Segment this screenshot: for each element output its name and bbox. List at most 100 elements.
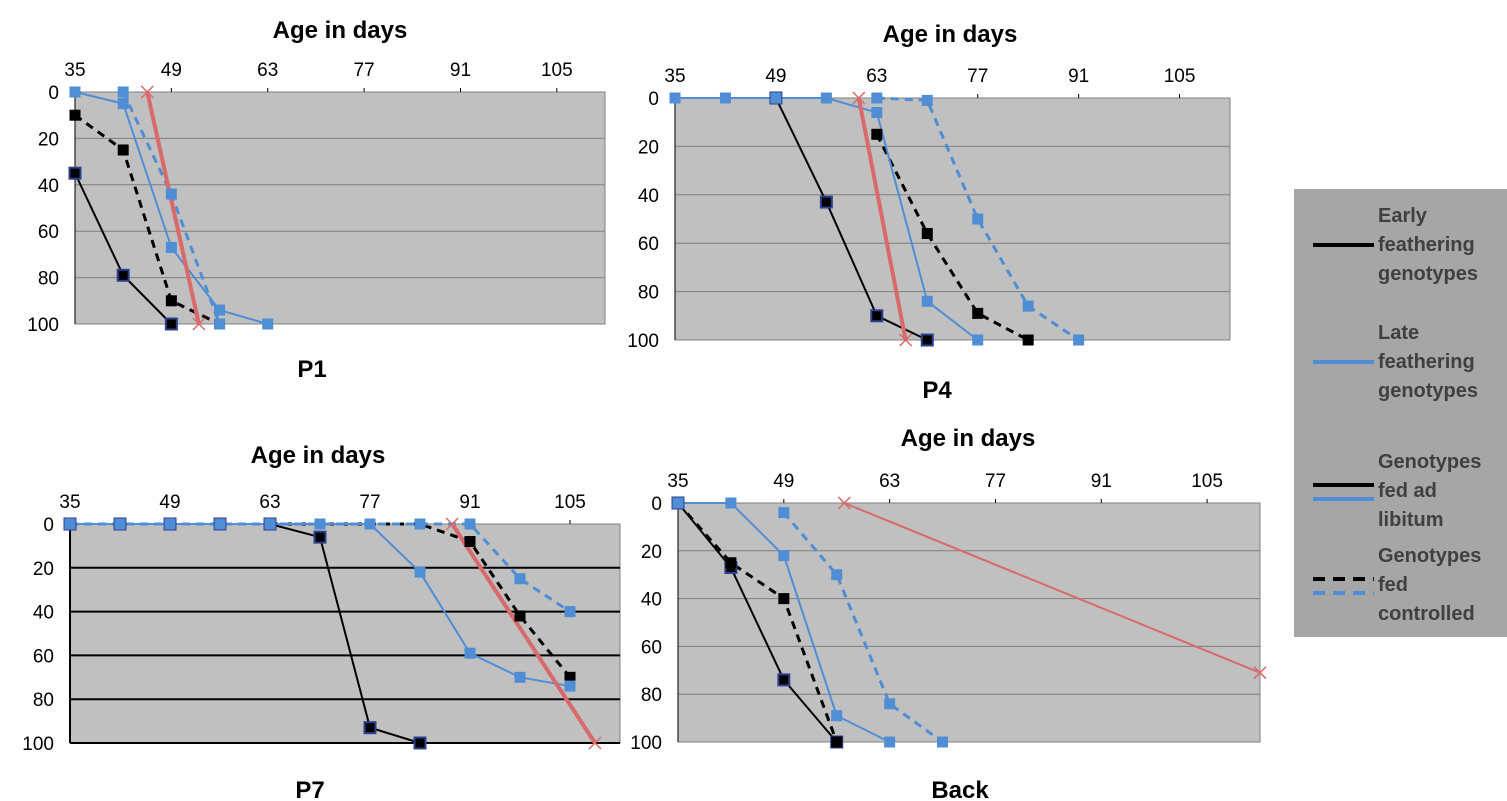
data-point-early-controlled	[165, 295, 177, 307]
legend-label: genotypes	[1378, 380, 1478, 402]
chart-panel-Back: 0 20 40 60 80 100 35 49 63 77 91 105 Age in days Back	[630, 425, 1267, 801]
x-axis-title: Age in days	[901, 425, 1036, 452]
data-point-late-controlled	[1073, 334, 1085, 346]
data-point-late-adlib	[831, 710, 843, 722]
data-point-late-controlled	[214, 318, 226, 330]
y-tick-label: 20	[638, 137, 659, 158]
y-tick-label: 60	[38, 222, 59, 243]
x-tick-label: 77	[354, 60, 375, 81]
chart-panel-P7: 0 20 40 60 80 100 35 49 63 77 91 105 Age in days P7	[22, 442, 621, 801]
legend-box	[1294, 189, 1507, 637]
series-line-late-controlled	[70, 522, 571, 613]
x-tick-label: 91	[1091, 471, 1112, 492]
data-point-late-adlib	[564, 680, 576, 692]
series-line-early-controlled	[875, 133, 1029, 342]
data-point-late-controlled	[831, 569, 843, 581]
y-tick-label: 20	[38, 129, 59, 150]
data-point-trend	[899, 333, 913, 347]
data-point-late-adlib	[464, 647, 476, 659]
legend-label: libitum	[1378, 509, 1444, 531]
y-tick-label: 100	[627, 331, 659, 352]
data-point-early-controlled	[464, 536, 476, 548]
series-line-early-adlib	[677, 502, 838, 743]
plot-area	[674, 97, 1231, 341]
data-point-trend	[837, 496, 851, 510]
y-tick-label: 40	[38, 176, 59, 197]
data-point-late-adlib	[778, 550, 790, 562]
y-tick-label: 60	[641, 637, 662, 658]
data-point-early-controlled	[725, 557, 737, 569]
data-point-early-adlib	[313, 530, 327, 544]
legend-label: fed ad	[1378, 480, 1437, 502]
data-point-early-controlled	[972, 307, 984, 319]
data-point-late-controlled	[264, 518, 276, 530]
y-tick-label: 0	[43, 515, 54, 536]
x-tick-label: 105	[554, 492, 586, 513]
data-point-late-adlib	[725, 497, 737, 509]
data-point-trend	[140, 85, 154, 99]
x-tick-label: 49	[773, 471, 794, 492]
data-point-late-adlib	[214, 304, 226, 316]
y-tick-label: 80	[33, 690, 54, 711]
data-point-late-controlled	[364, 518, 376, 530]
data-point-early-controlled	[117, 144, 129, 156]
data-point-late-controlled	[64, 518, 76, 530]
x-tick-label: 91	[1068, 66, 1089, 87]
data-point-late-controlled	[871, 92, 883, 104]
legend-label: feathering	[1378, 234, 1475, 256]
x-tick-label: 35	[59, 492, 80, 513]
y-tick-label: 20	[33, 559, 54, 580]
y-tick-label: 60	[638, 234, 659, 255]
data-point-late-adlib	[672, 497, 684, 509]
data-point-late-controlled	[972, 213, 984, 225]
y-tick-label: 20	[641, 542, 662, 563]
data-point-late-controlled	[165, 188, 177, 200]
x-tick-label: 35	[64, 60, 85, 81]
data-point-late-controlled	[937, 736, 949, 748]
x-axis-title: Age in days	[883, 21, 1018, 48]
legend-label: controlled	[1378, 603, 1475, 625]
x-tick-label: 105	[1164, 66, 1196, 87]
legend-label: Late	[1378, 322, 1419, 344]
data-point-late-controlled	[464, 518, 476, 530]
data-point-late-adlib	[514, 671, 526, 683]
plot-area	[74, 91, 606, 325]
data-point-late-controlled	[1022, 300, 1034, 312]
plot-area	[677, 502, 1261, 743]
data-point-late-controlled	[514, 573, 526, 585]
series-line-trend	[856, 97, 908, 341]
legend-label: genotypes	[1378, 263, 1478, 285]
series-line-late-controlled	[876, 96, 1080, 342]
data-point-early-controlled	[871, 128, 883, 140]
data-point-late-adlib	[921, 295, 933, 307]
data-point-late-adlib	[165, 241, 177, 253]
x-tick-label: 63	[879, 471, 900, 492]
x-tick-label: 77	[359, 492, 380, 513]
x-tick-label: 77	[967, 66, 988, 87]
legend-label: Early	[1378, 205, 1428, 227]
y-tick-label: 80	[638, 283, 659, 304]
data-point-early-adlib	[920, 333, 934, 347]
y-tick-label: 60	[33, 646, 54, 667]
data-point-early-adlib	[413, 736, 427, 750]
data-point-late-adlib	[770, 92, 782, 104]
data-point-trend	[445, 517, 459, 531]
data-point-late-controlled	[114, 518, 126, 530]
data-point-early-adlib	[870, 309, 884, 323]
x-tick-label: 49	[765, 66, 786, 87]
x-tick-label: 49	[159, 492, 180, 513]
y-tick-label: 40	[638, 186, 659, 207]
chart-caption: P4	[922, 377, 952, 404]
data-point-late-controlled	[314, 518, 326, 530]
data-point-early-controlled	[778, 593, 790, 605]
y-tick-label: 40	[641, 590, 662, 611]
legend-label: Genotypes	[1378, 451, 1481, 473]
series-line-late-controlled	[782, 511, 944, 744]
data-point-late-controlled	[564, 606, 576, 618]
data-point-late-adlib	[884, 736, 896, 748]
data-point-late-controlled	[117, 86, 129, 98]
data-point-early-adlib	[363, 721, 377, 735]
data-point-early-adlib	[819, 195, 833, 209]
x-tick-label: 35	[664, 66, 685, 87]
